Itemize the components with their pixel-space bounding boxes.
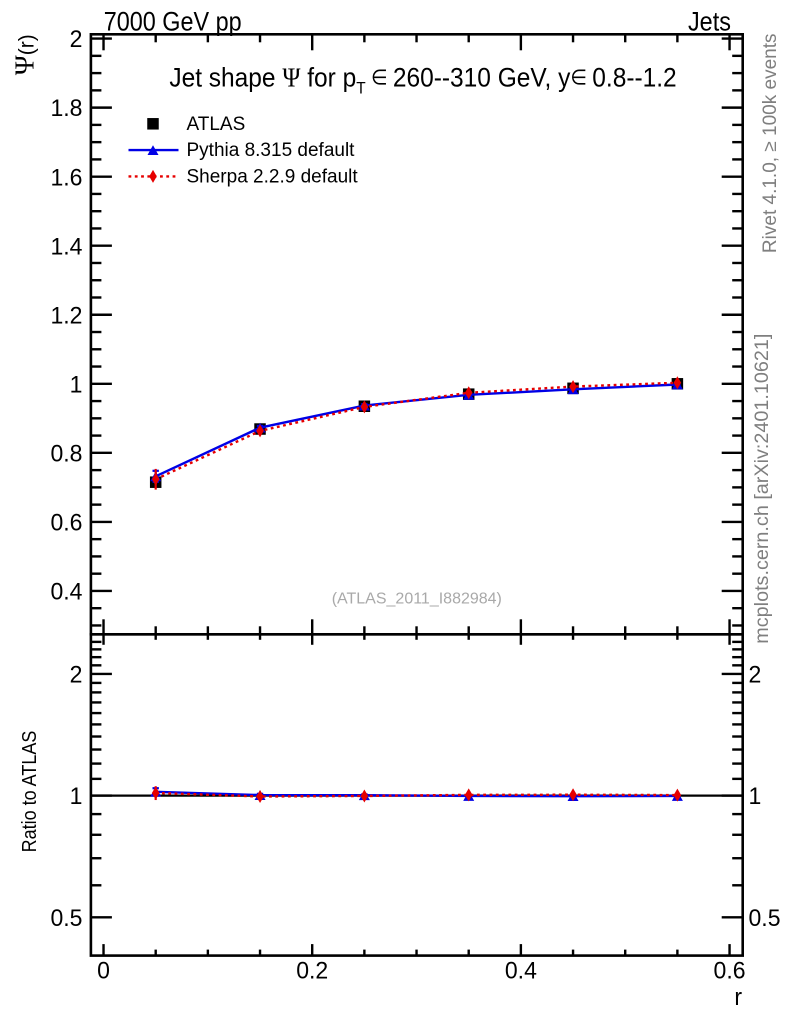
main-y-tick-label: 2 bbox=[70, 26, 83, 53]
legend-label-pythia: Pythia 8.315 default bbox=[187, 140, 356, 161]
marker-diamond bbox=[464, 788, 473, 802]
ratio-y-tick-label: 2 bbox=[70, 661, 83, 688]
ratio-y-axis-label: Ratio to ATLAS bbox=[19, 731, 41, 853]
marker-triangle bbox=[147, 145, 159, 155]
marker-diamond bbox=[464, 386, 473, 400]
marker-diamond bbox=[673, 376, 682, 390]
marker-diamond bbox=[256, 424, 264, 438]
main-y-tick-label: 0.8 bbox=[50, 440, 82, 467]
ratio-y-tick-label: 1 bbox=[70, 783, 83, 810]
marker-diamond bbox=[360, 789, 369, 803]
series-pythia-main bbox=[150, 379, 683, 483]
beam-energy-label: 7000 GeV pp bbox=[104, 7, 242, 37]
x-tick-label: 0.6 bbox=[714, 957, 746, 984]
main-y-tick-label: 1.4 bbox=[50, 233, 82, 260]
main-y-tick-label: 1.8 bbox=[50, 95, 82, 122]
marker-diamond bbox=[673, 788, 682, 802]
series-sherpa-main bbox=[151, 376, 682, 490]
mcplots-arxiv-note: mcplots.cern.ch [arXiv:2401.10621] bbox=[751, 334, 773, 644]
x-tick-label: 0.4 bbox=[505, 957, 537, 984]
series-sherpa-ratio bbox=[151, 786, 682, 803]
main-y-tick-label: 1.2 bbox=[50, 302, 82, 329]
axis-ticks: 0 0.2 0.4 0.6 0.4 0.6 0.8 1 1.2 1.4 1.6 1.8 2 0.5 0.5 1… bbox=[50, 26, 780, 984]
x-axis-label: r bbox=[734, 983, 742, 1010]
ratio-y-tick-label-right: 1 bbox=[749, 783, 762, 810]
ratio-y-tick-label: 0.5 bbox=[50, 904, 82, 931]
legend-marker-pythia bbox=[128, 145, 179, 155]
main-y-axis-label: Ψ(r) bbox=[10, 34, 40, 75]
series-curve-main bbox=[155, 383, 678, 478]
legend-marker-sherpa bbox=[128, 169, 179, 183]
legend-label-atlas: ATLAS bbox=[187, 114, 246, 135]
marker-diamond bbox=[569, 788, 577, 802]
legend-label-sherpa: Sherpa 2.2.9 default bbox=[187, 166, 359, 187]
x-tick-label: 0 bbox=[97, 957, 110, 984]
main-y-tick-label: 0.4 bbox=[50, 578, 82, 605]
legend: ATLAS Pythia 8.315 default Sherpa 2.2.9 … bbox=[128, 114, 359, 187]
x-tick-label: 0.2 bbox=[296, 957, 328, 984]
marker-square bbox=[147, 118, 159, 130]
main-y-tick-label: 0.6 bbox=[50, 509, 82, 536]
analysis-id-watermark: (ATLAS_2011_I882984) bbox=[332, 591, 502, 608]
rivet-version-note: Rivet 4.1.0, ≥ 100k events bbox=[760, 34, 781, 254]
main-y-tick-label: 1 bbox=[70, 371, 83, 398]
series-curve-main bbox=[155, 381, 678, 481]
main-y-tick-label: 1.6 bbox=[50, 164, 82, 191]
legend-marker-atlas bbox=[147, 118, 159, 130]
series-atlas-main bbox=[149, 378, 684, 488]
marker-diamond bbox=[256, 789, 264, 803]
ratio-panel-frame bbox=[89, 632, 744, 957]
marker-diamond bbox=[569, 380, 577, 394]
marker-diamond bbox=[151, 472, 160, 486]
process-label: Jets bbox=[688, 7, 731, 37]
marker-diamond bbox=[149, 169, 157, 183]
ratio-y-tick-label-right: 0.5 bbox=[749, 904, 781, 931]
ratio-y-tick-label-right: 2 bbox=[749, 661, 762, 688]
data-series bbox=[90, 376, 743, 803]
plot-title: Jet shape Ψ for pT ∈ 260--310 GeV, y∈ 0.… bbox=[169, 62, 676, 97]
marker-diamond bbox=[360, 400, 369, 414]
marker-diamond bbox=[151, 786, 160, 800]
series-curve-ratio bbox=[155, 791, 678, 798]
